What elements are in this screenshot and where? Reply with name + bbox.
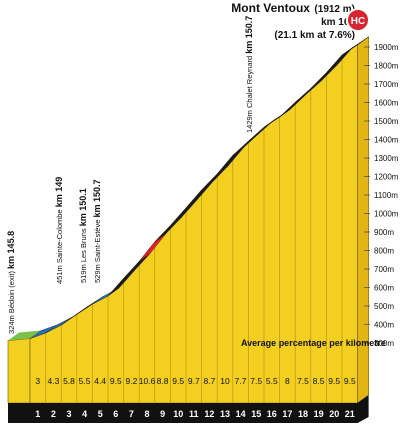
summit-climb: (21.1 km at 7.6%) <box>274 30 355 41</box>
waypoint-label: 451m Sainte-Colombe km 149 <box>54 177 64 284</box>
gradient-label: 4.4 <box>94 376 106 386</box>
km-label: 21 <box>345 409 355 419</box>
km-label: 12 <box>204 409 214 419</box>
y-tick-label: 1800m <box>374 62 399 71</box>
waypoint-name: 519m Les Bruns <box>79 226 88 283</box>
km-strip <box>8 395 369 423</box>
gradient-label: 10 <box>220 376 230 386</box>
start-flat-ridge <box>8 330 41 341</box>
y-tick-label: 600m <box>374 284 394 293</box>
y-tick-label: 800m <box>374 247 394 256</box>
hc-badge: HC <box>346 8 370 32</box>
hc-badge-text: HC <box>351 16 365 27</box>
waypoint-name: 324m Bédoin (exit) <box>7 269 16 334</box>
km-label: 19 <box>314 409 324 419</box>
km-label: 10 <box>173 409 183 419</box>
km-label: 11 <box>189 409 199 419</box>
y-tick-label: 300m <box>374 339 394 348</box>
y-tick-label: 1600m <box>374 99 399 108</box>
waypoint-label: 324m Bédoin (exit) km 145.8 <box>6 231 16 334</box>
y-tick-label: 700m <box>374 265 394 274</box>
waypoint-km: km 150.7 <box>244 16 254 54</box>
km-label: 15 <box>251 409 261 419</box>
gradient-label: 9.5 <box>110 376 122 386</box>
gradient-label: 9.5 <box>328 376 340 386</box>
gradient-label: 7.7 <box>235 376 247 386</box>
km-label: 20 <box>329 409 339 419</box>
gradient-label: 9.2 <box>125 376 137 386</box>
waypoint-name: 1429m Chalet Reynard <box>245 54 254 133</box>
gradient-label: 9.5 <box>172 376 184 386</box>
km-label: 17 <box>282 409 292 419</box>
gradient-label: 4.3 <box>47 376 59 386</box>
gradient-label: 10.6 <box>139 376 156 386</box>
km-label: 13 <box>220 409 230 419</box>
y-tick-label: 1200m <box>374 173 399 182</box>
gradient-label: 8.8 <box>157 376 169 386</box>
waypoint-km: km 145.8 <box>6 231 16 269</box>
waypoint-km: km 150.1 <box>78 188 88 226</box>
hc-badge-circle <box>346 8 370 32</box>
gradient-label: 3 <box>35 376 40 386</box>
km-label: 8 <box>144 409 149 419</box>
y-tick-label: 1000m <box>374 210 399 219</box>
km-label: 4 <box>82 409 87 419</box>
km-label: 6 <box>113 409 118 419</box>
waypoint-km: km 149 <box>54 177 64 208</box>
summit-altitude: (1912 m) <box>314 4 355 15</box>
y-tick-label: 500m <box>374 302 394 311</box>
y-tick-label: 400m <box>374 321 394 330</box>
gradient-segment <box>341 36 369 56</box>
y-tick-label: 1900m <box>374 43 399 52</box>
gradient-label: 9.5 <box>344 376 356 386</box>
gradient-label: 8.5 <box>313 376 325 386</box>
y-tick-label: 1100m <box>374 191 398 200</box>
km-label: 5 <box>98 409 103 419</box>
km-label: 3 <box>66 409 71 419</box>
gradient-label: 5.8 <box>63 376 75 386</box>
waypoint-label: 529m Saint-Estève km 150.7 <box>92 180 102 283</box>
y-tick-label: 1300m <box>374 154 399 163</box>
legend-text: Average percentage per kilometre <box>241 338 386 348</box>
summit-label: Mont Ventoux (1912 m) km 167 (21.1 km at… <box>200 1 355 42</box>
km-label: 16 <box>267 409 277 419</box>
gradient-label: 8 <box>285 376 290 386</box>
km-label: 18 <box>298 409 308 419</box>
y-tick-label: 1700m <box>374 80 399 89</box>
gradient-label: 9.7 <box>188 376 200 386</box>
waypoint-label: 519m Les Bruns km 150.1 <box>78 188 88 283</box>
km-label: 9 <box>160 409 165 419</box>
gradient-label: 5.5 <box>79 376 91 386</box>
y-tick-label: 900m <box>374 228 394 237</box>
y-tick-label: 1500m <box>374 117 399 126</box>
km-label: 2 <box>51 409 56 419</box>
waypoint-label: 1429m Chalet Reynard km 150.7 <box>244 16 254 133</box>
waypoint-km: km 150.7 <box>92 180 102 218</box>
gradient-label: 5.5 <box>266 376 278 386</box>
km-label: 7 <box>129 409 134 419</box>
summit-name: Mont Ventoux <box>231 1 310 15</box>
waypoint-name: 529m Saint-Estève <box>93 218 102 283</box>
km-label: 1 <box>35 409 40 419</box>
gradient-label: 7.5 <box>297 376 309 386</box>
y-tick-label: 1400m <box>374 136 399 145</box>
waypoint-name: 451m Sainte-Colombe <box>55 207 64 284</box>
summit-km: km 167 <box>321 17 355 28</box>
km-label: 14 <box>236 409 246 419</box>
gradient-label: 8.7 <box>203 376 215 386</box>
gradient-label: 7.5 <box>250 376 262 386</box>
